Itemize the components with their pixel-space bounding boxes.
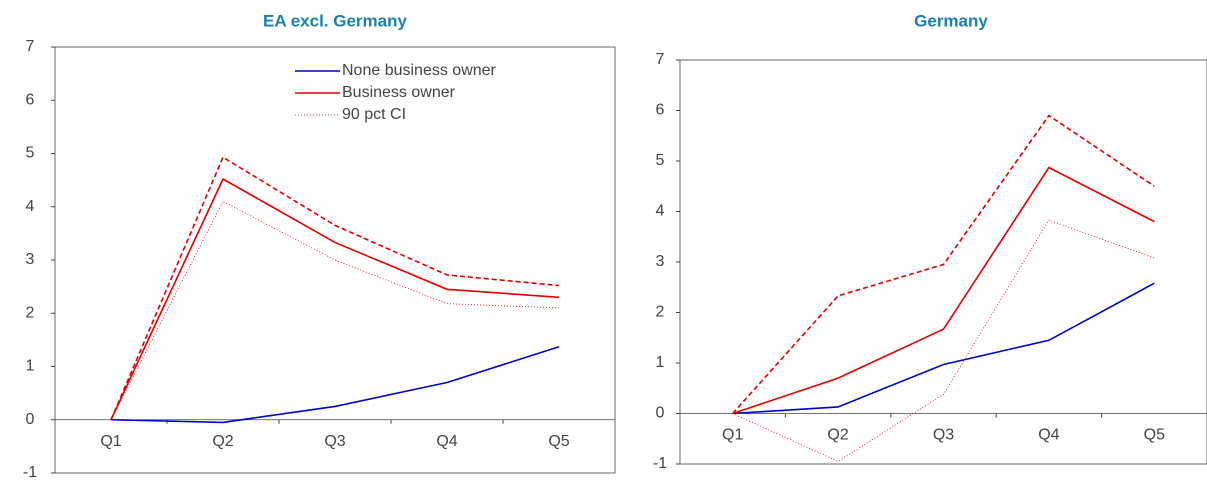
series-line	[110, 156, 560, 421]
y-tick-label: -1	[23, 464, 37, 478]
plot-frame	[54, 46, 616, 474]
x-tick-label: Q1	[100, 433, 121, 450]
y-tick-label: 2	[26, 304, 35, 321]
y-tick-label: -1	[653, 455, 667, 472]
x-tick-label: Q4	[436, 433, 457, 450]
x-tick-label: Q3	[933, 427, 954, 444]
chart-title: Germany	[914, 11, 988, 30]
x-tick-label: Q5	[548, 433, 569, 450]
y-tick-label: 4	[26, 198, 35, 215]
y-tick-label: 5	[656, 152, 665, 169]
y-tick-label: 7	[26, 38, 35, 55]
series-line	[110, 346, 560, 424]
series-line	[732, 282, 1155, 415]
y-tick-label: 0	[656, 405, 665, 422]
series-line	[732, 114, 1155, 415]
y-tick-label: 1	[656, 354, 665, 371]
legend-label: 90 pct CI	[342, 106, 406, 123]
x-tick-label: Q5	[1144, 427, 1165, 444]
y-tick-label: 3	[26, 251, 35, 268]
y-tick-label: 6	[656, 102, 665, 119]
series-line	[732, 166, 1155, 415]
y-tick-label: 6	[26, 91, 35, 108]
x-tick-label: Q1	[722, 427, 743, 444]
series-line	[110, 177, 560, 421]
chart-title: EA excl. Germany	[263, 11, 407, 30]
legend-label: Business owner	[342, 84, 456, 101]
y-tick-label: 2	[656, 304, 665, 321]
x-tick-label: Q4	[1038, 427, 1059, 444]
x-tick-label: Q3	[324, 433, 345, 450]
y-tick-label: 5	[26, 145, 35, 162]
x-tick-label: Q2	[827, 427, 848, 444]
y-tick-label: 4	[656, 203, 665, 220]
series-line	[110, 200, 560, 420]
y-tick-label: 0	[26, 411, 35, 428]
plot-frame	[679, 59, 1207, 465]
y-tick-label: 3	[656, 253, 665, 270]
y-tick-label: 1	[26, 358, 35, 375]
series-line	[732, 219, 1155, 462]
y-tick-label: 7	[656, 51, 665, 68]
legend-label: None business owner	[342, 62, 497, 79]
x-tick-label: Q2	[212, 433, 233, 450]
